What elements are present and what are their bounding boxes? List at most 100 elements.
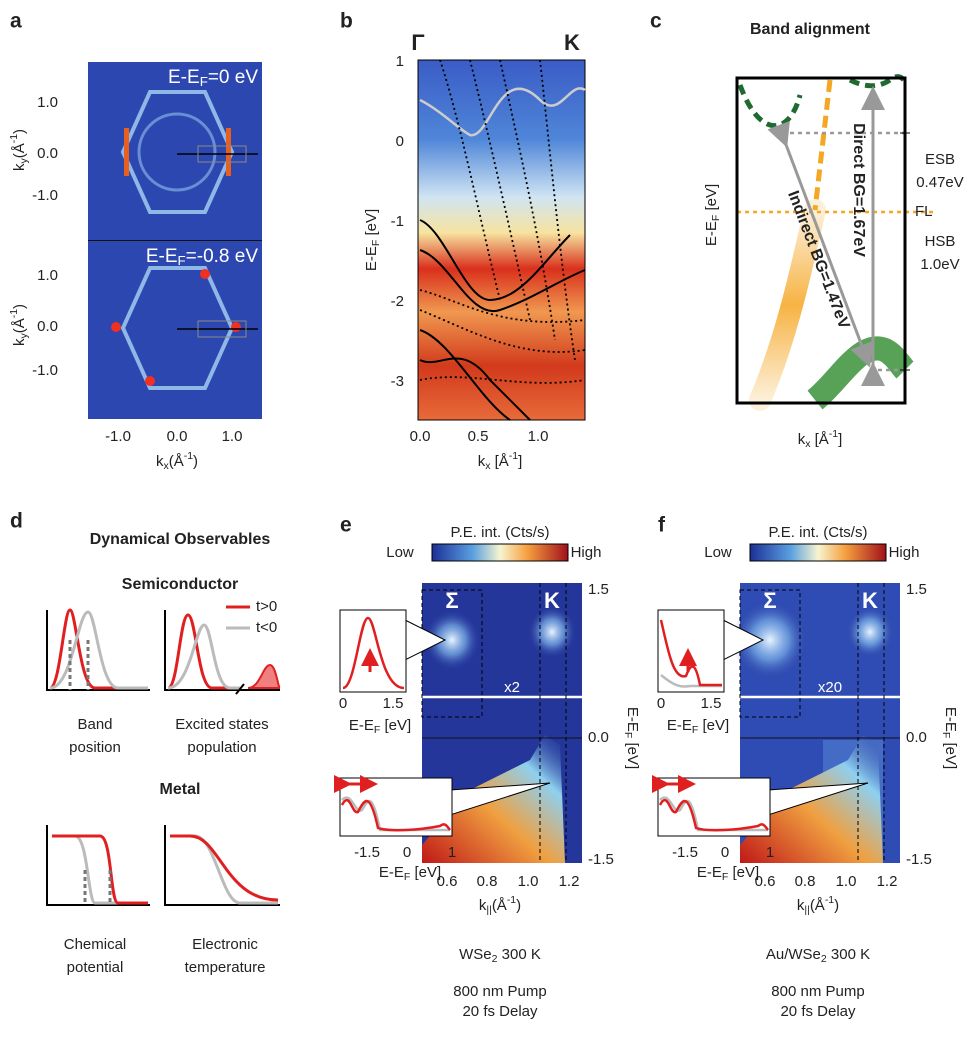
caption: Chemical [64, 936, 127, 953]
curve-neg [49, 610, 148, 690]
intensity-blob [732, 600, 808, 680]
panel-label: d [10, 510, 23, 533]
y-axis-label: ky(Å-1) [8, 304, 30, 346]
inset-tick-label: 1 [766, 844, 774, 861]
label-part: [eV] [410, 864, 441, 881]
inset-tick-label: 1 [448, 844, 456, 861]
panel-c: c Band alignment Direct BG=1.67eV Indire… [650, 10, 964, 450]
x-tick-label: 0.0 [167, 428, 188, 445]
axes [164, 825, 280, 906]
label-part: -1 [8, 309, 20, 318]
intensity-blob [528, 606, 576, 658]
colorbar-title: P.E. int. (Cts/s) [451, 524, 550, 541]
x-tick-label: 0.8 [795, 873, 816, 890]
inset-tick-label: -1.5 [354, 844, 380, 861]
x-tick-label: 0.0 [410, 428, 431, 445]
band-curve [419, 219, 571, 302]
label-part: E-E [146, 246, 178, 267]
panel-b: b Γ K 1 0 -1 -2 -3 E-EF [eV] 0.0 0.5 1.0… [340, 10, 586, 472]
inset-curve-pos [342, 616, 405, 690]
panel-title: Dynamical Observables [90, 531, 271, 548]
label-part: ) [834, 897, 839, 914]
label-part: F [200, 74, 208, 89]
section-title: Semiconductor [122, 576, 238, 593]
axes [46, 610, 150, 691]
panel-label: e [340, 514, 352, 537]
y-tick-label: 0.0 [37, 318, 58, 335]
inset-axis-label: E-EF [eV] [379, 864, 441, 883]
x-tick-label: 0.5 [468, 428, 489, 445]
colorbar-high: High [889, 544, 920, 561]
hot-spot [231, 322, 241, 332]
label-part: x [163, 460, 169, 472]
axes [46, 825, 150, 906]
intensity-blob [846, 606, 894, 658]
y-tick-label: 0.0 [37, 145, 58, 162]
label-part: E-E [697, 864, 722, 881]
x-axis-label: k||(Å-1) [797, 894, 839, 916]
panel-label: f [658, 514, 666, 537]
delay-label: 20 fs Delay [780, 1003, 856, 1020]
inset-tick-label: -1.5 [672, 844, 698, 861]
label-part: ) [11, 129, 28, 134]
colorbar-low: Low [704, 544, 732, 561]
curve-pos [170, 834, 279, 902]
label-part: || [804, 904, 809, 916]
label-part: [eV] [624, 738, 641, 769]
k-label: K [544, 588, 560, 613]
label-part: y [18, 333, 30, 339]
label-part: F [940, 732, 952, 738]
k-label: K [862, 588, 878, 613]
y-axis-label: E-EF [eV] [703, 184, 722, 246]
hot-spot [226, 128, 231, 176]
label-part: [Å [810, 431, 828, 448]
inset-tick-label: 0 [403, 844, 411, 861]
hot-spot [124, 128, 129, 176]
panel-panel_e: e P.E. int. (Cts/s) Low High Σ Kx2 1.5 0.0 -1.5 E… [334, 514, 641, 1020]
label-part: E-E [703, 221, 720, 246]
caption: Band [77, 716, 112, 733]
hot-spot [111, 322, 121, 332]
y-tick-label: 1.0 [37, 267, 58, 284]
y-tick-label: -3 [391, 373, 404, 390]
label-part: k [11, 163, 28, 171]
sigma-box [421, 589, 483, 718]
label-part: E-E [168, 67, 200, 88]
label-part: -1 [184, 450, 193, 462]
caption: population [187, 739, 256, 756]
hexagon [120, 266, 235, 390]
excited-peak [247, 663, 281, 689]
label-part: -1 [509, 450, 518, 462]
label-part: E-E [624, 707, 641, 732]
y-axis-label: E-EF [eV] [940, 707, 959, 769]
x-tick-label: 1.0 [518, 873, 539, 890]
curve-pos [52, 834, 148, 905]
label-part: [eV] [698, 717, 729, 734]
legend-label: t>0 [256, 598, 277, 615]
label-part: (Å [11, 143, 28, 158]
cut-box [197, 320, 247, 338]
inset-curve-pos [659, 619, 722, 687]
y-tick-label: -2 [391, 293, 404, 310]
label-part: (Å [169, 453, 184, 470]
dotted-band [439, 59, 576, 361]
label-part: -1 [825, 894, 834, 906]
inset-axis-label: E-EF [eV] [349, 717, 411, 736]
y-axis-label: E-EF [eV] [363, 209, 382, 271]
label-part: ] [838, 431, 842, 448]
label-part: (Å [810, 897, 825, 914]
dotted-band [419, 289, 586, 384]
y-tick-label: 0.0 [906, 729, 927, 746]
x-tick-label: 1.0 [528, 428, 549, 445]
legend-label: t<0 [256, 619, 277, 636]
curve-pos [167, 613, 240, 690]
curve-neg [52, 834, 148, 905]
x-tick-label: 0.6 [755, 873, 776, 890]
label-part: =-0.8 eV [186, 246, 259, 267]
band-curve [419, 87, 586, 137]
label-part: ] [518, 453, 522, 470]
